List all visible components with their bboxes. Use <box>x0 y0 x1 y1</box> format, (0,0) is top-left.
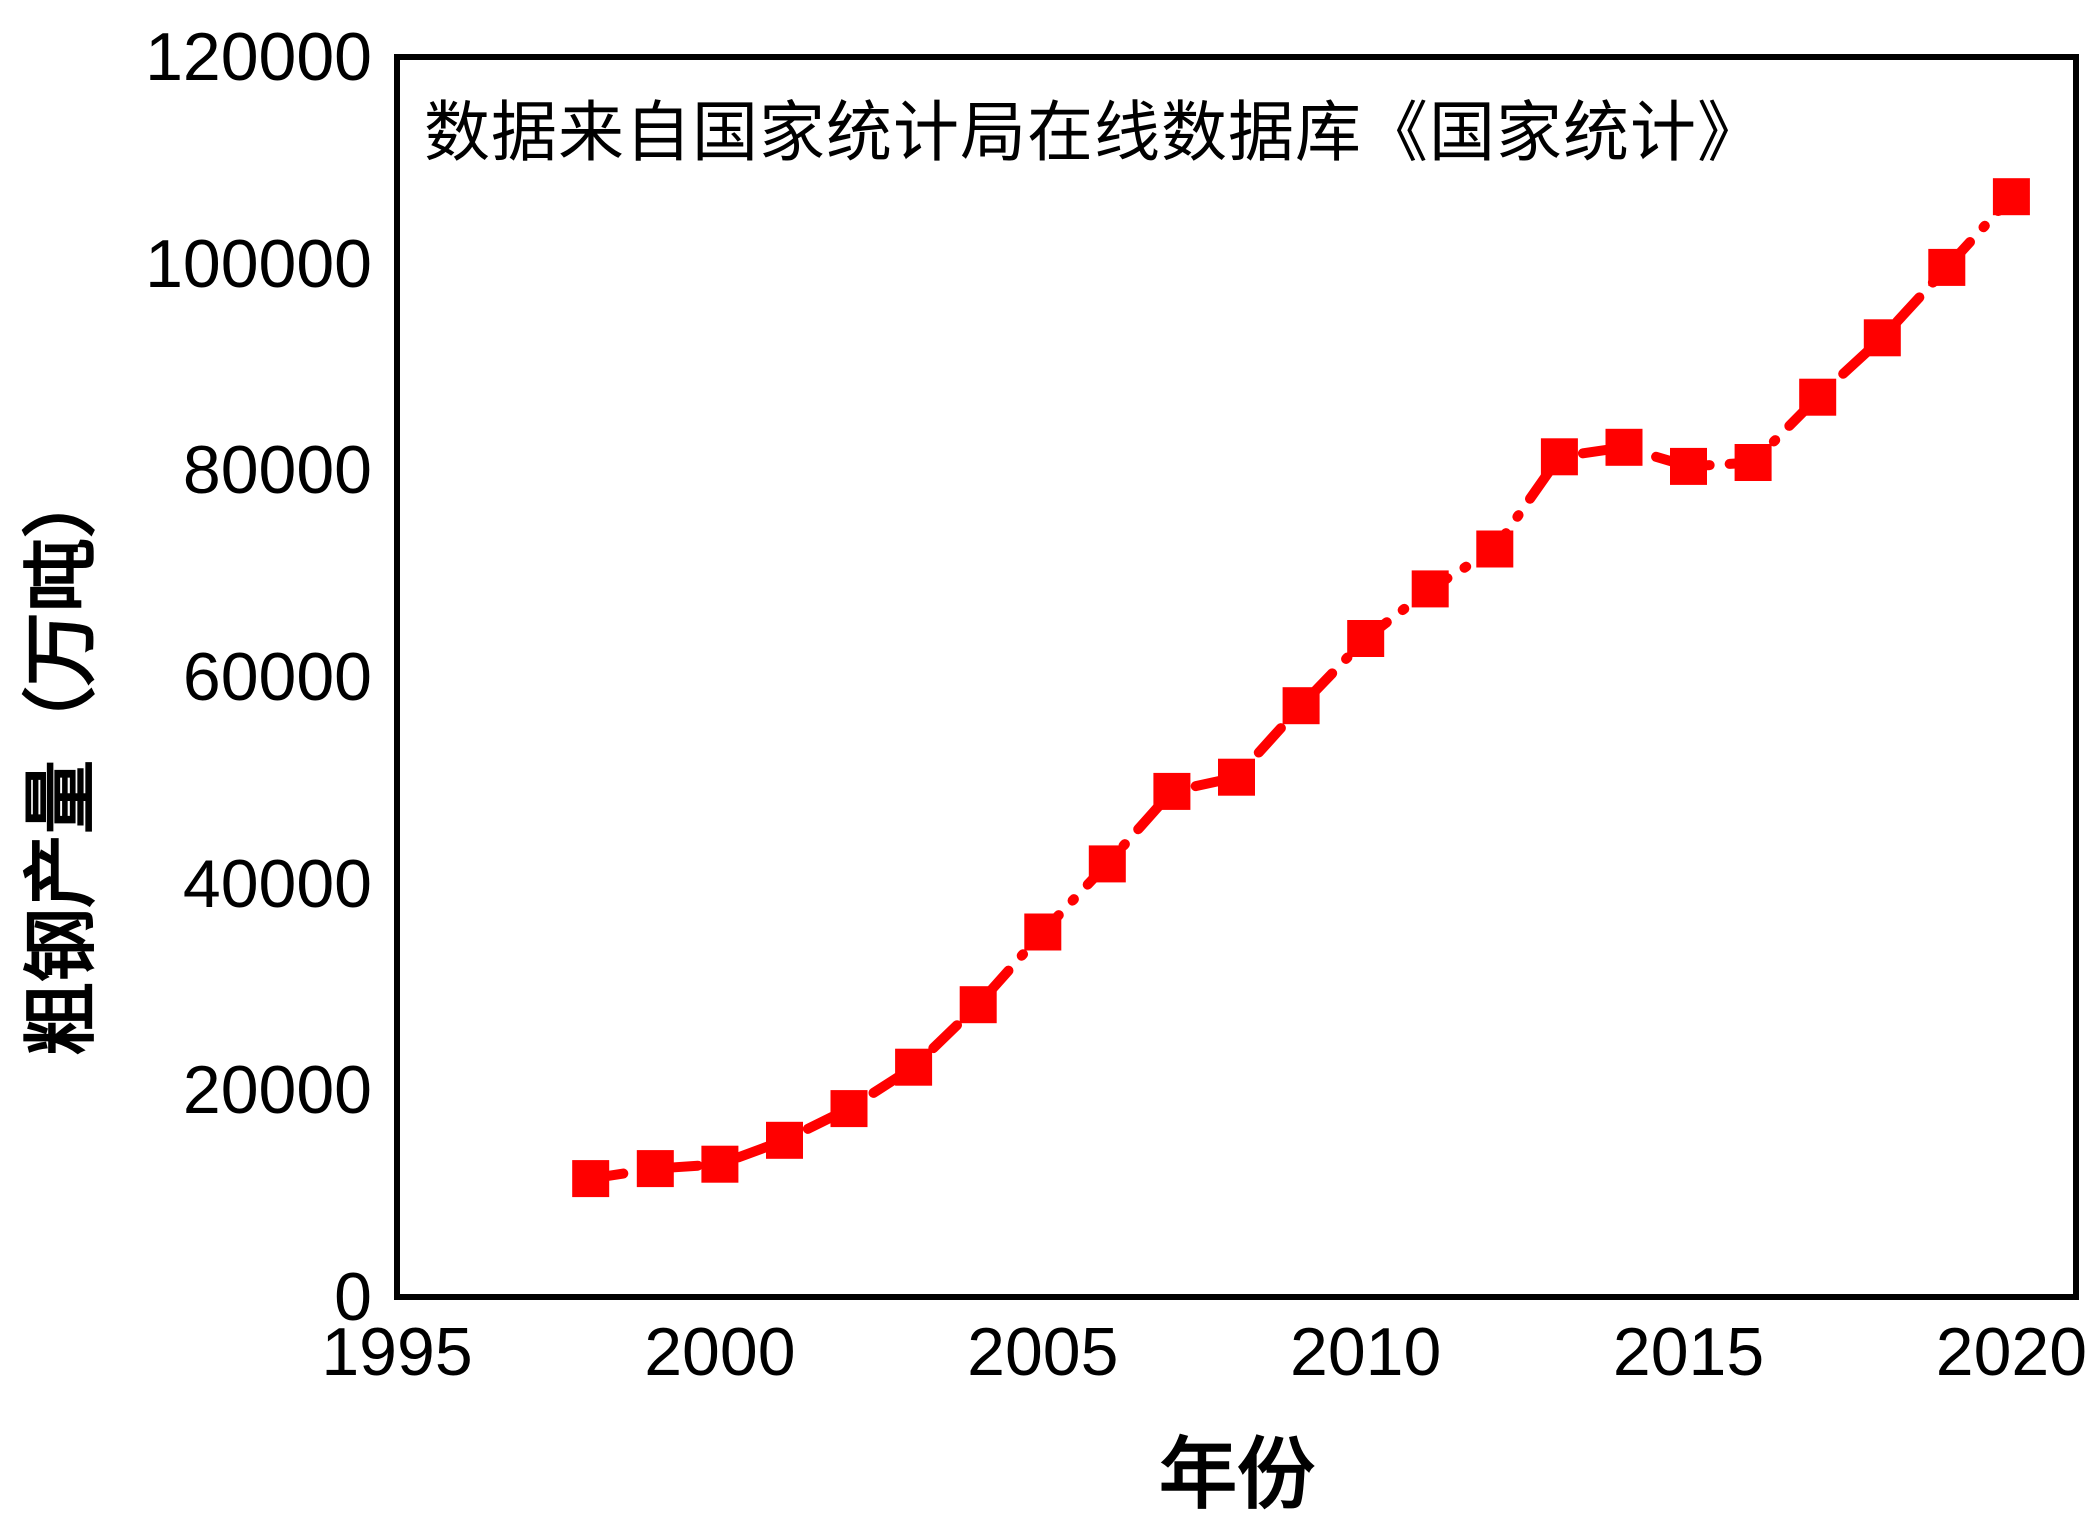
data-point-2009 <box>1282 687 1320 725</box>
data-point-1999 <box>636 1150 674 1188</box>
data-point-2007 <box>1153 772 1191 810</box>
data-point-2010 <box>1347 620 1385 657</box>
plot-frame <box>394 54 2079 1300</box>
data-point-2019 <box>1928 248 1966 286</box>
y-tick-label-0: 0 <box>334 1259 372 1335</box>
data-point-2006 <box>1088 845 1126 883</box>
data-point-2016 <box>1734 444 1772 481</box>
data-point-2014 <box>1605 428 1643 466</box>
y-tick-label-60000: 60000 <box>182 639 372 715</box>
data-point-2008 <box>1218 758 1255 796</box>
series-line <box>585 191 2017 1184</box>
data-source-annotation: 数据来自国家统计局在线数据库《国家统计》 <box>424 94 1764 171</box>
data-point-2001 <box>766 1121 803 1159</box>
x-tick-label-2020: 2020 <box>1935 1314 2088 1390</box>
data-point-2000 <box>701 1145 739 1183</box>
data-point-2005 <box>1024 913 1062 951</box>
y-axis-title: 粗钢产量（万吨） <box>18 464 105 1056</box>
x-tick-label-2015: 2015 <box>1612 1314 1765 1390</box>
y-tick-label-40000: 40000 <box>182 845 372 922</box>
data-point-2011 <box>1411 570 1449 608</box>
x-tick-label-2010: 2010 <box>1290 1314 1442 1390</box>
data-point-2015 <box>1670 447 1707 485</box>
data-point-2018 <box>1863 319 1901 357</box>
data-point-2004 <box>959 986 997 1024</box>
y-tick-label-20000: 20000 <box>182 1052 372 1129</box>
data-point-2020 <box>1992 178 2030 216</box>
x-tick-label-2005: 2005 <box>967 1314 1119 1390</box>
data-point-2012 <box>1476 530 1514 568</box>
data-point-2013 <box>1540 438 1578 476</box>
x-axis-title: 年份 <box>1158 1429 1316 1520</box>
x-tick-label-2000: 2000 <box>644 1314 796 1390</box>
data-point-2002 <box>830 1090 868 1128</box>
y-tick-label-80000: 80000 <box>182 432 372 509</box>
y-tick-label-120000: 120000 <box>145 19 372 95</box>
x-tick-label-1995: 1995 <box>321 1314 473 1390</box>
data-point-2003 <box>895 1048 933 1086</box>
data-point-1998 <box>572 1160 610 1198</box>
data-point-2017 <box>1799 378 1837 416</box>
y-tick-label-100000: 100000 <box>145 225 372 302</box>
